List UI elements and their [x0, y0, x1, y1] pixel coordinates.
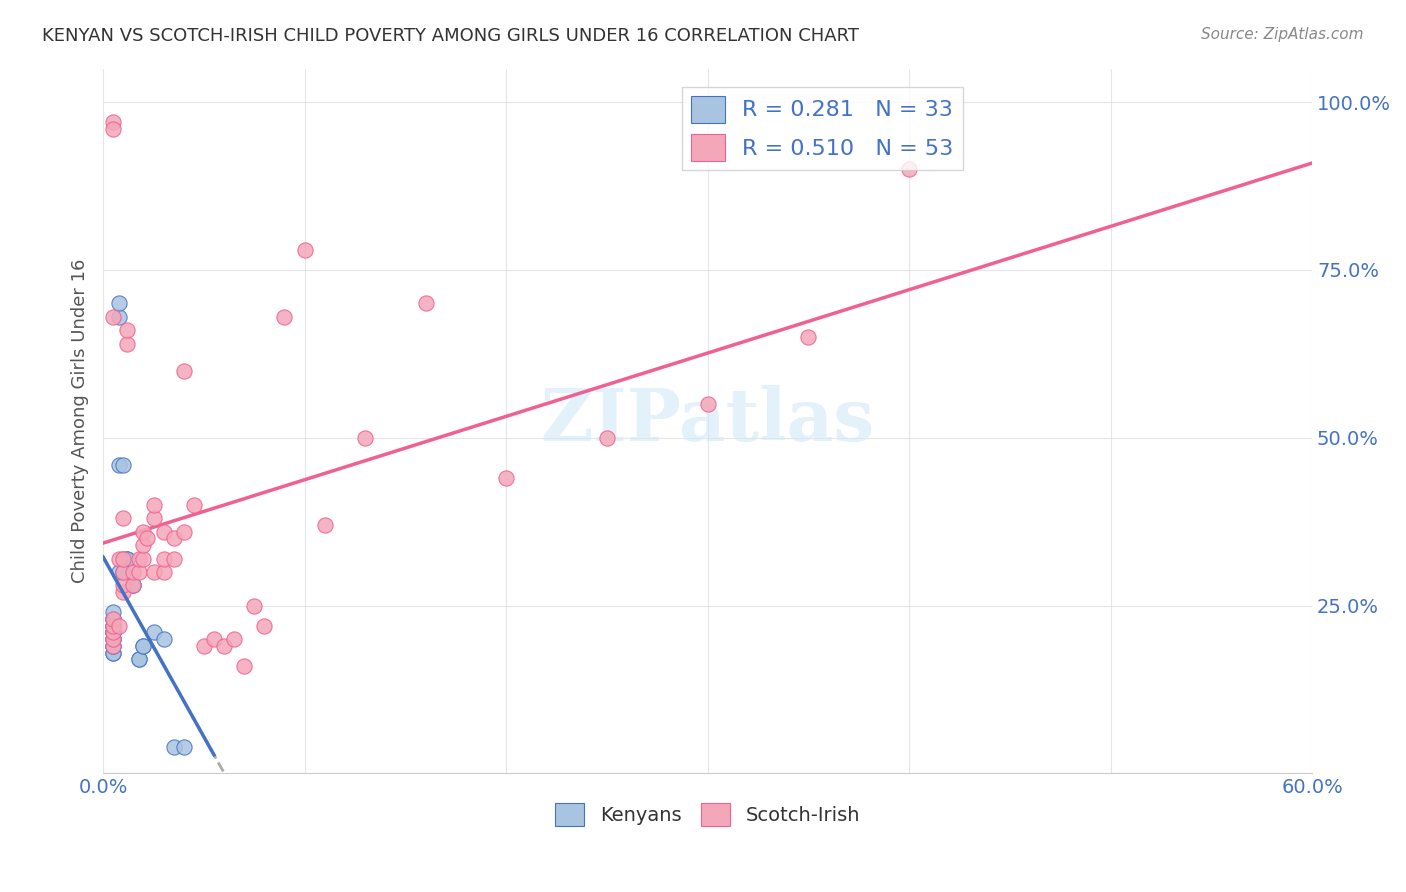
Point	[314, 518, 336, 533]
Point	[103, 646, 125, 660]
Point	[112, 578, 135, 592]
Point	[103, 632, 125, 647]
Point	[108, 565, 131, 579]
Point	[117, 551, 139, 566]
Point	[696, 397, 718, 411]
Legend: Kenyans, Scotch-Irish: Kenyans, Scotch-Irish	[547, 795, 868, 834]
Point	[117, 323, 139, 337]
Point	[898, 162, 921, 177]
Point	[163, 551, 186, 566]
Point	[132, 639, 155, 653]
Point	[122, 578, 145, 592]
Point	[142, 511, 165, 525]
Point	[142, 625, 165, 640]
Point	[108, 310, 131, 324]
Point	[112, 565, 135, 579]
Point	[112, 551, 135, 566]
Point	[103, 122, 125, 136]
Point	[112, 511, 135, 525]
Point	[173, 364, 195, 378]
Point	[253, 619, 276, 633]
Point	[173, 739, 195, 754]
Point	[233, 659, 256, 673]
Point	[142, 498, 165, 512]
Point	[354, 431, 377, 445]
Point	[112, 458, 135, 472]
Point	[128, 551, 150, 566]
Point	[103, 310, 125, 324]
Point	[103, 625, 125, 640]
Point	[103, 619, 125, 633]
Point	[103, 625, 125, 640]
Text: ZIPatlas: ZIPatlas	[540, 385, 875, 457]
Point	[103, 639, 125, 653]
Point	[152, 565, 174, 579]
Point	[108, 296, 131, 310]
Point	[103, 639, 125, 653]
Point	[193, 639, 215, 653]
Point	[108, 551, 131, 566]
Point	[163, 739, 186, 754]
Point	[596, 431, 619, 445]
Point	[202, 632, 225, 647]
Point	[103, 612, 125, 626]
Point	[132, 524, 155, 539]
Point	[103, 625, 125, 640]
Point	[132, 538, 155, 552]
Point	[103, 632, 125, 647]
Point	[122, 565, 145, 579]
Point	[122, 578, 145, 592]
Point	[495, 471, 517, 485]
Point	[415, 296, 437, 310]
Point	[103, 605, 125, 619]
Point	[132, 551, 155, 566]
Point	[132, 639, 155, 653]
Point	[117, 551, 139, 566]
Point	[273, 310, 295, 324]
Point	[112, 551, 135, 566]
Point	[103, 612, 125, 626]
Point	[128, 652, 150, 666]
Point	[112, 585, 135, 599]
Point	[224, 632, 246, 647]
Point	[152, 524, 174, 539]
Text: KENYAN VS SCOTCH-IRISH CHILD POVERTY AMONG GIRLS UNDER 16 CORRELATION CHART: KENYAN VS SCOTCH-IRISH CHILD POVERTY AMO…	[42, 27, 859, 45]
Point	[797, 330, 820, 344]
Point	[103, 632, 125, 647]
Point	[103, 625, 125, 640]
Point	[122, 578, 145, 592]
Text: Source: ZipAtlas.com: Source: ZipAtlas.com	[1201, 27, 1364, 42]
Point	[103, 619, 125, 633]
Point	[103, 646, 125, 660]
Point	[183, 498, 205, 512]
Point	[243, 599, 266, 613]
Point	[173, 524, 195, 539]
Point	[136, 532, 159, 546]
Point	[112, 565, 135, 579]
Point	[128, 565, 150, 579]
Point	[103, 612, 125, 626]
Point	[152, 551, 174, 566]
Point	[103, 639, 125, 653]
Point	[294, 243, 316, 257]
Point	[212, 639, 235, 653]
Point	[142, 565, 165, 579]
Y-axis label: Child Poverty Among Girls Under 16: Child Poverty Among Girls Under 16	[72, 259, 89, 583]
Point	[152, 632, 174, 647]
Point	[103, 619, 125, 633]
Point	[103, 115, 125, 129]
Point	[108, 619, 131, 633]
Point	[108, 458, 131, 472]
Point	[128, 652, 150, 666]
Point	[117, 336, 139, 351]
Point	[163, 532, 186, 546]
